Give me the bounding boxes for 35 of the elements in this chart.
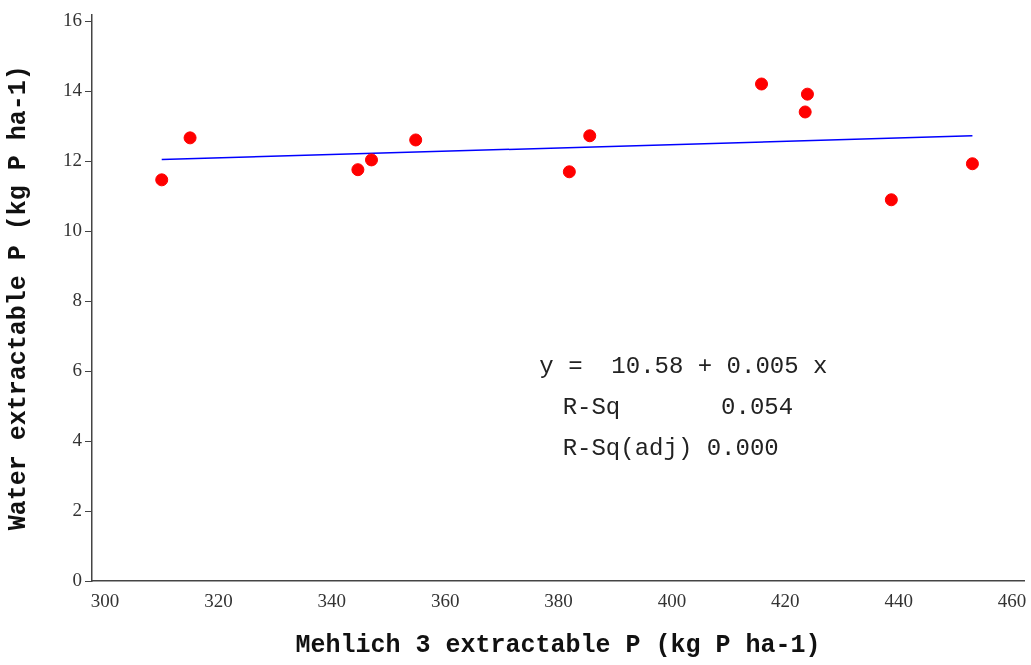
- y-tick-label: 16: [63, 9, 82, 31]
- x-tick-label: 300: [90, 590, 120, 612]
- x-tick-label: 340: [317, 590, 347, 612]
- annotation: R-Sq 0.054: [562, 394, 794, 422]
- x-tick-label: 400: [657, 590, 687, 612]
- y-tick-label: 6: [72, 359, 82, 381]
- x-tick-label: 420: [771, 590, 800, 612]
- x-tick-label: 460: [997, 590, 1027, 612]
- point: [583, 129, 597, 143]
- y-tick-label: 10: [63, 219, 82, 241]
- point: [798, 105, 812, 119]
- y-tick-label: 14: [63, 79, 83, 101]
- point: [409, 133, 423, 147]
- point: [800, 87, 814, 101]
- point: [364, 153, 378, 167]
- y-tick-label: 0: [72, 568, 82, 590]
- y-tick-label: 8: [72, 289, 82, 311]
- x-tick-label: 360: [430, 590, 460, 612]
- y-tick-label: 12: [63, 149, 82, 171]
- x-tick-label: 380: [544, 590, 573, 612]
- x-tick-label: 320: [204, 590, 233, 612]
- point: [562, 165, 576, 179]
- point: [755, 77, 769, 91]
- y-tick-label: 4: [72, 429, 83, 451]
- annotation: y = 10.58 + 0.005 x: [539, 353, 828, 381]
- y-tick-label: 2: [72, 499, 82, 521]
- y-axis-title: Water extractable P (kg P ha-1): [4, 65, 34, 531]
- x-tick-label: 440: [884, 590, 913, 612]
- point: [155, 173, 169, 187]
- x-axis-title: Mehlich 3 extractable P (kg P ha-1): [295, 631, 821, 661]
- point: [965, 157, 979, 171]
- point: [351, 163, 365, 177]
- point: [884, 193, 898, 207]
- point: [183, 131, 197, 145]
- annotation: R-Sq(adj) 0.000: [562, 435, 779, 463]
